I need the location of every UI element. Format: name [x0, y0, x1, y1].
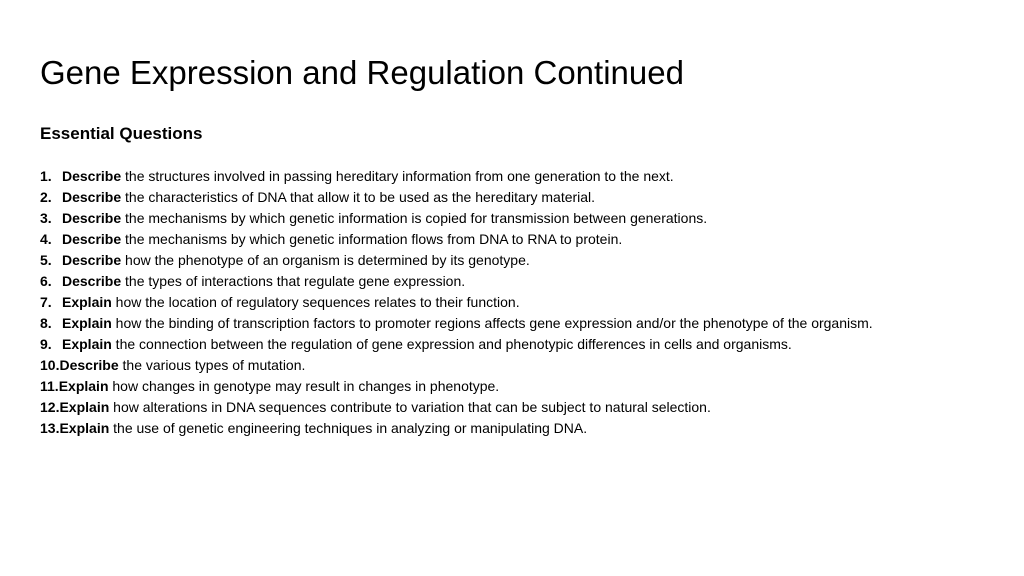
item-number: 9. [40, 334, 62, 355]
item-number: 1. [40, 166, 62, 187]
list-item: 1.Describe the structures involved in pa… [40, 166, 984, 187]
item-text: how alterations in DNA sequences contrib… [109, 399, 711, 415]
list-item: 9.Explain the connection between the reg… [40, 334, 984, 355]
list-item: 5.Describe how the phenotype of an organ… [40, 250, 984, 271]
list-item: 8.Explain how the binding of transcripti… [40, 313, 984, 334]
item-text: the structures involved in passing hered… [121, 168, 674, 184]
item-verb: Explain [59, 378, 109, 394]
item-body: Describe the mechanisms by which genetic… [62, 208, 707, 229]
item-text: how the location of regulatory sequences… [112, 294, 520, 310]
item-text: the mechanisms by which genetic informat… [121, 231, 622, 247]
item-text: how the phenotype of an organism is dete… [121, 252, 530, 268]
item-body: Describe the types of interactions that … [62, 271, 465, 292]
list-item: 3.Describe the mechanisms by which genet… [40, 208, 984, 229]
item-body: Explain how the binding of transcription… [62, 313, 873, 334]
item-number: 11. [40, 376, 59, 397]
item-verb: Explain [59, 399, 109, 415]
item-verb: Explain [62, 336, 112, 352]
list-item: 13.Explain the use of genetic engineerin… [40, 418, 984, 439]
section-subtitle: Essential Questions [40, 124, 984, 144]
item-text: the various types of mutation. [119, 357, 306, 373]
item-verb: Explain [62, 294, 112, 310]
item-number: 4. [40, 229, 62, 250]
item-number: 12. [40, 397, 59, 418]
item-text: the connection between the regulation of… [112, 336, 792, 352]
item-verb: Describe [62, 231, 121, 247]
list-item: 11.Explain how changes in genotype may r… [40, 376, 984, 397]
item-verb: Describe [62, 210, 121, 226]
item-body: Describe the mechanisms by which genetic… [62, 229, 622, 250]
item-number: 7. [40, 292, 62, 313]
item-number: 2. [40, 187, 62, 208]
item-text: the use of genetic engineering technique… [109, 420, 587, 436]
item-text: the types of interactions that regulate … [121, 273, 465, 289]
item-number: 10. [40, 355, 59, 376]
item-verb: Describe [62, 189, 121, 205]
list-item: 7.Explain how the location of regulatory… [40, 292, 984, 313]
list-item: 2.Describe the characteristics of DNA th… [40, 187, 984, 208]
list-item: 12.Explain how alterations in DNA sequen… [40, 397, 984, 418]
item-body: Explain how the location of regulatory s… [62, 292, 520, 313]
item-number: 5. [40, 250, 62, 271]
list-item: 10.Describe the various types of mutatio… [40, 355, 984, 376]
item-verb: Explain [59, 420, 109, 436]
list-item: 4.Describe the mechanisms by which genet… [40, 229, 984, 250]
item-number: 6. [40, 271, 62, 292]
item-number: 3. [40, 208, 62, 229]
item-number: 13. [40, 418, 59, 439]
item-verb: Describe [62, 168, 121, 184]
item-body: Describe the structures involved in pass… [62, 166, 674, 187]
item-body: Describe the various types of mutation. [59, 355, 305, 376]
item-text: how the binding of transcription factors… [112, 315, 873, 331]
item-body: Describe the characteristics of DNA that… [62, 187, 595, 208]
question-list: 1.Describe the structures involved in pa… [40, 166, 984, 439]
list-item: 6.Describe the types of interactions tha… [40, 271, 984, 292]
item-verb: Describe [62, 252, 121, 268]
item-body: Explain how alterations in DNA sequences… [59, 397, 710, 418]
item-body: Explain how changes in genotype may resu… [59, 376, 500, 397]
item-body: Describe how the phenotype of an organis… [62, 250, 530, 271]
item-number: 8. [40, 313, 62, 334]
item-text: the characteristics of DNA that allow it… [121, 189, 595, 205]
item-verb: Explain [62, 315, 112, 331]
item-text: how changes in genotype may result in ch… [109, 378, 500, 394]
page-title: Gene Expression and Regulation Continued [40, 54, 984, 92]
item-body: Explain the use of genetic engineering t… [59, 418, 587, 439]
item-text: the mechanisms by which genetic informat… [121, 210, 707, 226]
item-verb: Describe [62, 273, 121, 289]
item-body: Explain the connection between the regul… [62, 334, 792, 355]
item-verb: Describe [59, 357, 118, 373]
